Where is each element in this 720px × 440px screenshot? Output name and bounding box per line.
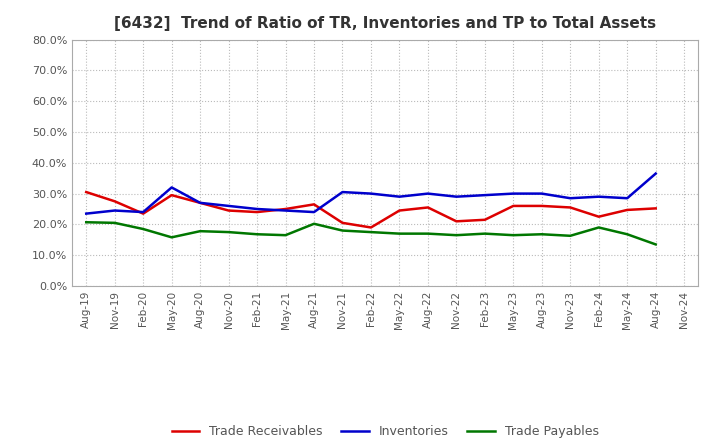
Trade Receivables bbox=[282, 206, 290, 212]
Trade Receivables bbox=[423, 205, 432, 210]
Trade Receivables bbox=[395, 208, 404, 213]
Trade Payables bbox=[139, 226, 148, 231]
Inventories bbox=[452, 194, 461, 199]
Trade Receivables bbox=[139, 211, 148, 216]
Inventories bbox=[395, 194, 404, 199]
Trade Payables bbox=[480, 231, 489, 236]
Inventories bbox=[196, 200, 204, 205]
Trade Payables bbox=[110, 220, 119, 225]
Trade Receivables bbox=[509, 203, 518, 209]
Trade Payables bbox=[395, 231, 404, 236]
Trade Payables bbox=[595, 225, 603, 230]
Trade Receivables bbox=[595, 214, 603, 220]
Trade Payables bbox=[167, 235, 176, 240]
Inventories bbox=[423, 191, 432, 196]
Trade Receivables bbox=[623, 207, 631, 213]
Inventories bbox=[623, 195, 631, 201]
Trade Receivables bbox=[480, 217, 489, 222]
Trade Receivables bbox=[652, 206, 660, 211]
Title: [6432]  Trend of Ratio of TR, Inventories and TP to Total Assets: [6432] Trend of Ratio of TR, Inventories… bbox=[114, 16, 656, 32]
Trade Payables bbox=[338, 228, 347, 233]
Inventories bbox=[225, 203, 233, 209]
Trade Receivables bbox=[253, 209, 261, 215]
Trade Payables bbox=[623, 231, 631, 237]
Trade Receivables bbox=[338, 220, 347, 225]
Inventories bbox=[480, 193, 489, 198]
Trade Payables bbox=[537, 231, 546, 237]
Trade Receivables bbox=[366, 225, 375, 230]
Inventories bbox=[537, 191, 546, 196]
Trade Payables bbox=[225, 230, 233, 235]
Inventories bbox=[282, 208, 290, 213]
Trade Payables bbox=[366, 230, 375, 235]
Line: Trade Receivables: Trade Receivables bbox=[86, 192, 656, 227]
Trade Receivables bbox=[167, 193, 176, 198]
Trade Receivables bbox=[110, 198, 119, 204]
Trade Receivables bbox=[310, 202, 318, 207]
Inventories bbox=[139, 209, 148, 215]
Line: Trade Payables: Trade Payables bbox=[86, 222, 656, 245]
Inventories bbox=[310, 209, 318, 215]
Trade Receivables bbox=[82, 189, 91, 194]
Trade Payables bbox=[566, 233, 575, 238]
Trade Receivables bbox=[537, 203, 546, 209]
Trade Payables bbox=[452, 232, 461, 238]
Trade Payables bbox=[82, 220, 91, 225]
Inventories bbox=[509, 191, 518, 196]
Trade Payables bbox=[282, 232, 290, 238]
Inventories bbox=[566, 195, 575, 201]
Inventories bbox=[82, 211, 91, 216]
Inventories bbox=[652, 171, 660, 176]
Trade Payables bbox=[652, 242, 660, 247]
Trade Receivables bbox=[196, 200, 204, 205]
Trade Receivables bbox=[452, 219, 461, 224]
Trade Payables bbox=[423, 231, 432, 236]
Trade Payables bbox=[196, 228, 204, 234]
Inventories bbox=[110, 208, 119, 213]
Inventories bbox=[338, 189, 347, 194]
Trade Payables bbox=[253, 231, 261, 237]
Legend: Trade Receivables, Inventories, Trade Payables: Trade Receivables, Inventories, Trade Pa… bbox=[166, 420, 604, 440]
Trade Payables bbox=[509, 232, 518, 238]
Trade Receivables bbox=[225, 208, 233, 213]
Inventories bbox=[253, 206, 261, 212]
Line: Inventories: Inventories bbox=[86, 173, 656, 213]
Trade Payables bbox=[310, 221, 318, 227]
Trade Receivables bbox=[566, 205, 575, 210]
Inventories bbox=[167, 185, 176, 190]
Inventories bbox=[366, 191, 375, 196]
Inventories bbox=[595, 194, 603, 199]
